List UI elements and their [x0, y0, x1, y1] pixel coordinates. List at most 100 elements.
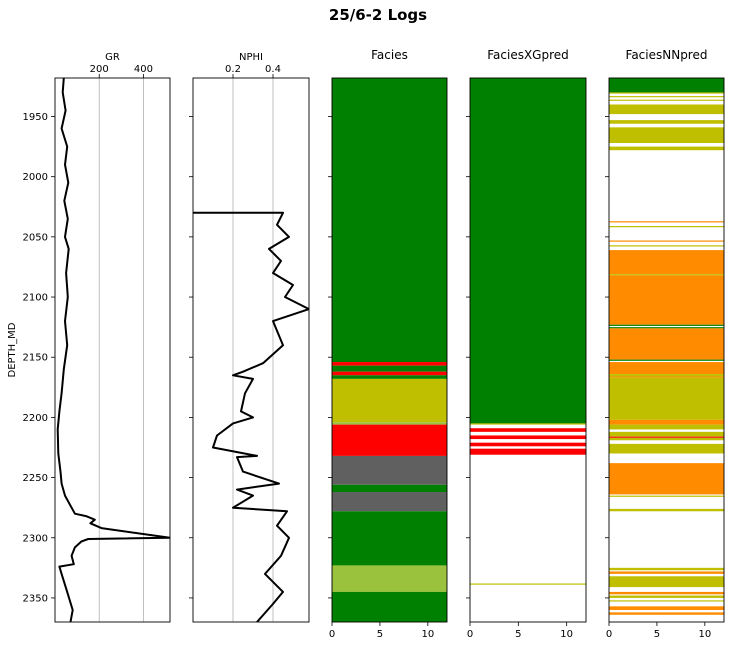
y-tick-label: 1950: [23, 112, 48, 123]
facies-interval: [609, 508, 724, 512]
facies-interval: [609, 127, 724, 143]
facies-interval: [609, 567, 724, 571]
facies-interval: [609, 78, 724, 93]
facies-interval: [609, 120, 724, 124]
y-tick-label: 2050: [23, 232, 48, 243]
facies-interval: [609, 328, 724, 360]
x-tick-label: 0: [606, 629, 612, 640]
track-title: Facies: [371, 48, 408, 62]
facies-interval: [609, 606, 724, 610]
facies-interval: [609, 571, 724, 574]
facies-interval: [609, 240, 724, 242]
facies-interval: [609, 324, 724, 326]
track-title: FaciesNNpred: [626, 48, 708, 62]
x-axis-label: GR: [105, 52, 120, 63]
facies-interval: [609, 437, 724, 441]
facies-interval: [332, 424, 447, 456]
facies-interval: [609, 591, 724, 595]
facies-interval: [609, 377, 724, 420]
facies-interval: [609, 146, 724, 151]
facies-interval: [332, 422, 447, 425]
facies-interval: [609, 595, 724, 598]
facies-interval: [332, 365, 447, 372]
facies-interval: [332, 371, 447, 376]
facies-interval: [332, 511, 447, 566]
facies-interval: [609, 362, 724, 375]
x-tick-label: 0.4: [265, 64, 281, 75]
x-tick-label: 0: [329, 629, 335, 640]
facies-interval: [609, 327, 724, 329]
y-tick-label: 2300: [23, 533, 48, 544]
facies-interval: [609, 463, 724, 495]
facies-interval: [609, 612, 724, 615]
x-tick-label: 400: [134, 64, 153, 75]
facies-interval: [609, 99, 724, 101]
facies-interval: [609, 576, 724, 588]
y-tick-label: 2150: [23, 353, 48, 364]
facies-interval: [332, 591, 447, 622]
axes-frame: [608, 77, 725, 623]
track-title: FaciesXGpred: [487, 48, 569, 62]
x-tick-label: 5: [515, 629, 521, 640]
axes-frame: [469, 77, 587, 623]
facies-interval: [609, 431, 724, 437]
facies-interval: [609, 250, 724, 275]
facies-interval: [332, 362, 447, 366]
facies-interval: [609, 374, 724, 377]
y-tick-label: 2100: [23, 293, 48, 304]
x-tick-label: 200: [90, 64, 109, 75]
x-tick-label: 0: [467, 629, 473, 640]
facies-interval: [332, 492, 447, 512]
x-tick-label: 10: [421, 629, 434, 640]
axes-frame: [192, 77, 310, 623]
facies-interval: [609, 104, 724, 115]
facies-interval: [609, 274, 724, 276]
axes-frame: [331, 77, 448, 623]
facies-interval: [609, 245, 724, 247]
x-tick-label: 5: [377, 629, 383, 640]
facies-interval: [609, 443, 724, 454]
facies-interval: [609, 226, 724, 228]
y-tick-label: 2200: [23, 413, 48, 424]
facies-interval: [609, 92, 724, 94]
facies-nnpred-track: 0 5 10 FaciesNNpred: [605, 48, 725, 640]
facies-interval: [332, 375, 447, 379]
facies-interval: [470, 442, 586, 447]
facies-interval: [332, 78, 447, 363]
facies-interval: [609, 419, 724, 425]
facies-interval: [609, 495, 724, 497]
facies-interval: [609, 221, 724, 223]
nphi-curve: [193, 211, 309, 622]
facies-track: 0 5 10 Facies: [328, 48, 448, 640]
facies-interval: [609, 600, 724, 602]
facies-interval: [609, 436, 724, 438]
facies-interval: [470, 448, 586, 455]
facies-interval: [332, 455, 447, 485]
facies-interval: [332, 565, 447, 592]
facies-interval: [609, 376, 724, 378]
facies-interval: [609, 359, 724, 361]
gr-curve: [56, 78, 170, 622]
facies-interval: [470, 78, 586, 424]
y-tick-label: 2250: [23, 473, 48, 484]
axes-frame: [54, 77, 171, 623]
x-tick-label: 10: [698, 629, 711, 640]
x-axis-label: NPHI: [239, 52, 263, 63]
facies-xgpred-track: 0 5 10 FaciesXGpred: [466, 48, 587, 640]
y-axis-label: DEPTH_MD: [7, 322, 18, 377]
y-tick-label: 2350: [23, 593, 48, 604]
facies-interval: [470, 583, 586, 585]
facies-interval: [470, 435, 586, 440]
x-tick-label: 0.2: [225, 64, 241, 75]
facies-interval: [470, 428, 586, 432]
facies-interval: [609, 275, 724, 325]
facies-interval: [470, 423, 586, 425]
facies-interval: [609, 96, 724, 98]
x-tick-label: 5: [654, 629, 660, 640]
gr-track: 200 400 GR 1950 2000 2050 2100 2150 2200 2250 2300…: [7, 52, 171, 623]
facies-interval: [332, 378, 447, 423]
facies-interval: [332, 484, 447, 493]
x-tick-label: 10: [560, 629, 573, 640]
